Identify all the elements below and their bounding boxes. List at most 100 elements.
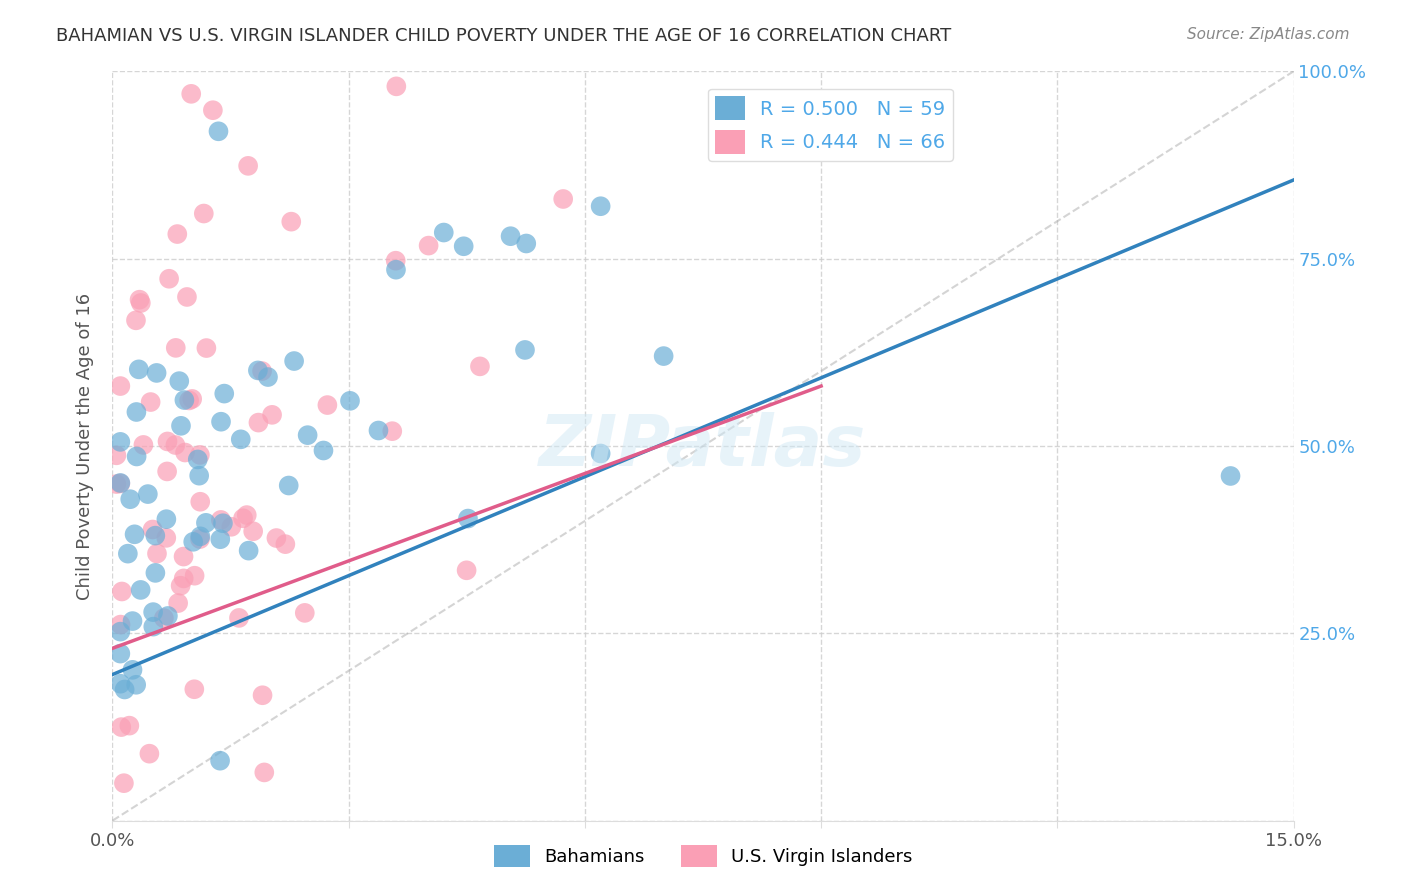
U.S. Virgin Islanders	[155, 531, 177, 545]
Legend: R = 0.500   N = 59, R = 0.444   N = 66: R = 0.500 N = 59, R = 0.444 N = 66	[707, 88, 953, 161]
U.S. Virgin Islanders	[228, 611, 250, 625]
Bahamians	[246, 363, 269, 377]
U.S. Virgin Islanders	[110, 617, 132, 632]
U.S. Virgin Islanders	[266, 531, 288, 545]
U.S. Virgin Islanders	[250, 364, 273, 378]
U.S. Virgin Islanders	[242, 524, 264, 539]
Text: Source: ZipAtlas.com: Source: ZipAtlas.com	[1187, 27, 1350, 42]
Bahamians	[187, 452, 209, 467]
U.S. Virgin Islanders	[173, 549, 195, 564]
U.S. Virgin Islanders	[157, 272, 180, 286]
Text: BAHAMIAN VS U.S. VIRGIN ISLANDER CHILD POVERTY UNDER THE AGE OF 16 CORRELATION C: BAHAMIAN VS U.S. VIRGIN ISLANDER CHILD P…	[56, 27, 952, 45]
Bahamians	[114, 682, 136, 697]
Bahamians	[513, 343, 536, 357]
Bahamians	[212, 386, 235, 401]
U.S. Virgin Islanders	[280, 214, 302, 228]
U.S. Virgin Islanders	[112, 776, 135, 790]
Bahamians	[207, 124, 229, 138]
U.S. Virgin Islanders	[105, 477, 128, 491]
U.S. Virgin Islanders	[294, 606, 316, 620]
Bahamians	[121, 663, 143, 677]
Bahamians	[499, 229, 522, 244]
Bahamians	[125, 678, 148, 692]
U.S. Virgin Islanders	[165, 341, 187, 355]
U.S. Virgin Islanders	[236, 508, 259, 522]
Bahamians	[1219, 469, 1241, 483]
Bahamians	[129, 582, 152, 597]
U.S. Virgin Islanders	[139, 395, 162, 409]
U.S. Virgin Islanders	[110, 379, 132, 393]
Legend: Bahamians, U.S. Virgin Islanders: Bahamians, U.S. Virgin Islanders	[486, 838, 920, 874]
Bahamians	[117, 547, 139, 561]
U.S. Virgin Islanders	[252, 688, 274, 702]
U.S. Virgin Islanders	[156, 465, 179, 479]
U.S. Virgin Islanders	[146, 547, 169, 561]
U.S. Virgin Islanders	[236, 159, 259, 173]
U.S. Virgin Islanders	[381, 424, 404, 438]
U.S. Virgin Islanders	[128, 293, 150, 307]
U.S. Virgin Islanders	[111, 584, 134, 599]
U.S. Virgin Islanders	[456, 563, 478, 577]
Bahamians	[209, 415, 232, 429]
Bahamians	[142, 605, 165, 619]
U.S. Virgin Islanders	[209, 513, 232, 527]
U.S. Virgin Islanders	[105, 448, 128, 462]
Bahamians	[155, 512, 177, 526]
Bahamians	[212, 516, 235, 531]
U.S. Virgin Islanders	[316, 398, 339, 412]
U.S. Virgin Islanders	[181, 392, 204, 406]
U.S. Virgin Islanders	[166, 227, 188, 241]
Bahamians	[128, 362, 150, 376]
U.S. Virgin Islanders	[188, 448, 211, 462]
Bahamians	[283, 354, 305, 368]
U.S. Virgin Islanders	[221, 520, 243, 534]
U.S. Virgin Islanders	[156, 434, 179, 449]
Bahamians	[143, 528, 166, 542]
Bahamians	[297, 428, 319, 442]
Bahamians	[169, 374, 191, 388]
U.S. Virgin Islanders	[173, 571, 195, 585]
Bahamians	[145, 366, 167, 380]
U.S. Virgin Islanders	[188, 494, 211, 508]
Bahamians	[110, 475, 132, 490]
Bahamians	[181, 534, 204, 549]
Bahamians	[339, 393, 361, 408]
Bahamians	[312, 443, 335, 458]
U.S. Virgin Islanders	[247, 416, 270, 430]
Bahamians	[277, 478, 299, 492]
Bahamians	[124, 527, 146, 541]
Bahamians	[142, 619, 165, 633]
Bahamians	[238, 543, 260, 558]
U.S. Virgin Islanders	[138, 747, 160, 761]
U.S. Virgin Islanders	[384, 253, 406, 268]
U.S. Virgin Islanders	[195, 341, 218, 355]
Bahamians	[589, 199, 612, 213]
Bahamians	[110, 647, 132, 661]
U.S. Virgin Islanders	[193, 206, 215, 220]
Bahamians	[515, 236, 537, 251]
U.S. Virgin Islanders	[232, 511, 254, 525]
U.S. Virgin Islanders	[169, 579, 191, 593]
U.S. Virgin Islanders	[167, 596, 190, 610]
U.S. Virgin Islanders	[125, 313, 148, 327]
Y-axis label: Child Poverty Under the Age of 16: Child Poverty Under the Age of 16	[76, 293, 94, 599]
Bahamians	[209, 533, 232, 547]
U.S. Virgin Islanders	[118, 719, 141, 733]
Bahamians	[589, 446, 612, 460]
U.S. Virgin Islanders	[553, 192, 575, 206]
Bahamians	[457, 511, 479, 525]
U.S. Virgin Islanders	[201, 103, 224, 118]
U.S. Virgin Islanders	[174, 445, 197, 459]
Bahamians	[433, 226, 456, 240]
U.S. Virgin Islanders	[188, 532, 211, 546]
Text: ZIPatlas: ZIPatlas	[540, 411, 866, 481]
U.S. Virgin Islanders	[179, 393, 201, 408]
U.S. Virgin Islanders	[153, 611, 176, 625]
U.S. Virgin Islanders	[129, 296, 152, 310]
Bahamians	[367, 424, 389, 438]
Bahamians	[110, 434, 132, 449]
Bahamians	[145, 566, 167, 580]
U.S. Virgin Islanders	[176, 290, 198, 304]
Bahamians	[188, 529, 211, 543]
Bahamians	[120, 492, 142, 507]
